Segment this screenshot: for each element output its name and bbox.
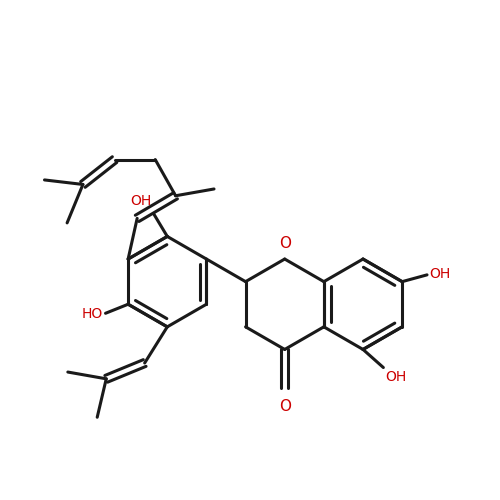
Text: O: O <box>278 236 290 251</box>
Text: O: O <box>278 399 290 414</box>
Text: HO: HO <box>82 307 104 321</box>
Text: OH: OH <box>430 266 450 280</box>
Text: OH: OH <box>386 370 407 384</box>
Text: OH: OH <box>130 194 152 208</box>
